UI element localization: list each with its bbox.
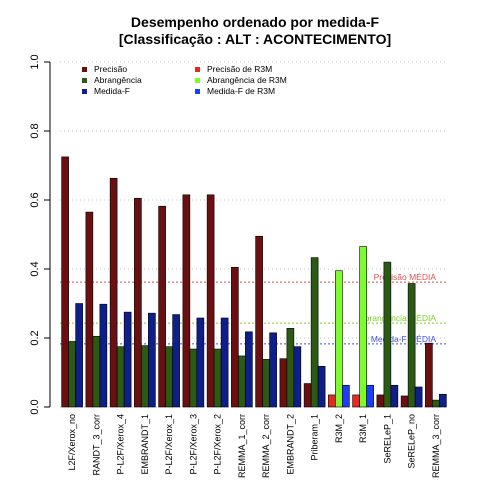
bar [85, 211, 94, 408]
legend-entry: Medida-F [94, 86, 130, 96]
bar [245, 331, 253, 408]
reference-line-label: Precisão MÉDIA [374, 272, 437, 282]
x-tick-label: EMBRANDT_2 [285, 414, 295, 475]
bar [407, 283, 416, 408]
x-tick-label: SeRELeP_1 [382, 414, 392, 464]
bar [231, 266, 239, 408]
bar [92, 335, 101, 408]
bar [75, 303, 83, 408]
y-tick-label: 1.0 [29, 54, 41, 69]
legend-swatch [195, 89, 200, 94]
bar [352, 394, 360, 408]
bar [196, 317, 205, 408]
bar [109, 177, 118, 408]
x-tick-label: P-L2F/Xerox_2 [213, 414, 223, 475]
bar [206, 194, 215, 408]
bar [310, 257, 319, 408]
bar [116, 346, 125, 408]
bar [189, 348, 198, 408]
legend-swatch [82, 67, 87, 72]
bar [376, 394, 385, 408]
bar [172, 314, 180, 408]
bar [68, 341, 76, 408]
bar [238, 355, 246, 408]
x-tick-label: EMBRANDT_1 [140, 414, 150, 475]
chart-title-line1: Desempenho ordenado por medida-F [131, 14, 380, 30]
reference-line-label: Abrangência MÉDIA [359, 313, 436, 323]
x-tick-label: Priberam_1 [310, 414, 320, 461]
x-tick-label: P-L2F/Xerox_1 [164, 414, 174, 475]
x-axis-labels: L2F/Xerox_no RANDT_3_corr P-L2F/Xerox_4 EMB… [67, 414, 441, 478]
bar [414, 386, 423, 408]
bar [303, 383, 312, 408]
y-axis: 0.0 0.2 0.4 0.6 0.8 1.0 [29, 54, 51, 415]
legend-swatch [82, 78, 87, 83]
bar [390, 384, 399, 408]
bar [328, 394, 336, 408]
x-tick-label: R3M_1 [358, 414, 368, 443]
legend-swatch [195, 67, 200, 72]
y-tick-label: 0.2 [29, 330, 41, 345]
x-tick-label: P-L2F/Xerox_3 [188, 414, 198, 475]
bar [383, 261, 392, 408]
bar [165, 346, 173, 408]
bar [335, 270, 343, 408]
bar [279, 358, 288, 408]
bar [158, 205, 166, 408]
bar [317, 365, 326, 408]
legend-entry: Precisão de R3M [207, 64, 272, 74]
bar [425, 342, 433, 408]
x-tick-label: REMMA_1_corr [237, 414, 247, 478]
x-tick-label: REMMA_2_corr [261, 414, 271, 478]
bar [293, 346, 302, 408]
x-tick-label: L2F/Xerox_no [67, 414, 77, 471]
y-tick-label: 0.6 [29, 192, 41, 207]
bar [262, 359, 270, 408]
x-tick-label: R3M_2 [334, 414, 344, 443]
bar [359, 246, 367, 408]
bar [141, 345, 149, 408]
bar [213, 348, 222, 408]
bars [61, 156, 447, 408]
bar [123, 311, 132, 408]
legend-swatch [195, 78, 200, 83]
bar [148, 312, 156, 408]
bar [366, 384, 374, 408]
bar [61, 156, 69, 408]
legend-entry: Medida-F de R3M [207, 86, 275, 96]
x-tick-label: REMMA_3_corr [431, 414, 441, 478]
bar [220, 317, 229, 408]
y-tick-label: 0.8 [29, 123, 41, 138]
y-tick-label: 0.0 [29, 399, 41, 414]
bar [439, 393, 447, 408]
bar [432, 399, 440, 408]
legend-entry: Abrangência [94, 75, 142, 85]
legend-entry: Precisão [94, 64, 127, 74]
x-tick-label: SeRELeP_no [407, 414, 417, 469]
x-tick-label: RANDT_3_corr [91, 414, 101, 476]
bar [182, 194, 191, 408]
bar [400, 395, 409, 408]
bar [134, 197, 142, 408]
bar [342, 384, 350, 408]
bar [286, 328, 295, 408]
chart-title-line2: [Classificação : ALT : ACONTECIMENTO] [119, 31, 391, 47]
bar [99, 303, 108, 408]
x-tick-label: P-L2F/Xerox_4 [116, 414, 126, 475]
legend-entry: Abrangência de R3M [207, 75, 287, 85]
bar [269, 332, 277, 408]
reference-line-label: Medida-F MÉDIA [371, 334, 437, 344]
y-tick-label: 0.4 [29, 261, 41, 276]
bar [255, 235, 263, 408]
legend-swatch [82, 89, 87, 94]
